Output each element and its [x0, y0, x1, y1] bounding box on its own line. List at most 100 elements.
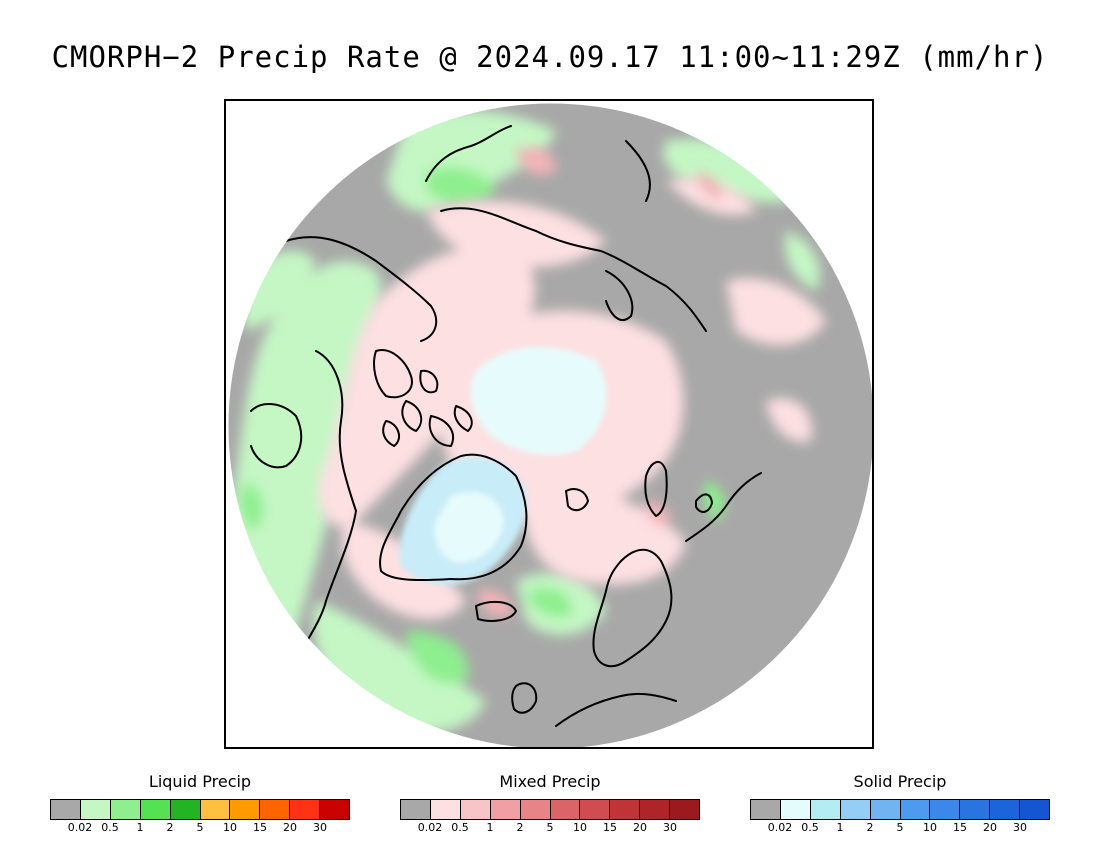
legend-swatch: [930, 800, 961, 819]
british-isles-coast: [511, 682, 538, 714]
legend-liquid-precip: Liquid Precip 0.02 0.5 1 2 5 10 15 20 30: [50, 772, 350, 835]
legend-colorbar: [750, 799, 1050, 820]
liquid-precip-area: [703, 481, 725, 521]
legend-tick-label: 2: [516, 821, 524, 834]
chukotka-coast: [425, 125, 512, 182]
legend-tick-label: 0.02: [417, 821, 443, 834]
kamchatka-coast: [625, 140, 651, 202]
liquid-precip-area: [526, 587, 572, 618]
taymyr-coast: [605, 270, 634, 321]
legend-colorbar: [400, 799, 700, 820]
legend-colorbar: [50, 799, 350, 820]
legend-swatch: [640, 800, 671, 819]
mixed-precip-area: [317, 246, 536, 527]
legend-tick-label: 20: [633, 821, 647, 834]
legend-tick-label: 15: [603, 821, 617, 834]
legend-tick-label: 0.5: [801, 821, 819, 834]
legend-swatch: [80, 800, 111, 819]
legend-swatch: [51, 800, 81, 819]
legend-tick-label: 5: [196, 821, 204, 834]
liquid-precip-area: [406, 631, 468, 684]
mixed-precip-area: [342, 521, 466, 620]
legend-swatch: [550, 800, 581, 819]
novaya-zemlya-coast: [644, 461, 668, 517]
liquid-precip-area: [228, 261, 382, 642]
scandinavia-coast: [592, 548, 673, 668]
legend-swatch: [520, 800, 551, 819]
legend-ticks: 0.02 0.5 1 2 5 10 15 20 30: [750, 821, 1050, 835]
chart-title: CMORPH−2 Precip Rate @ 2024.09.17 11:00~…: [51, 40, 1049, 74]
coastlines: [250, 125, 762, 727]
polar-map-frame: [224, 99, 874, 749]
legend-swatch: [580, 800, 611, 819]
solid-precip-area: [470, 347, 607, 455]
legend-mixed-precip: Mixed Precip 0.02 0.5 1 2 5 10 15 20 30: [400, 772, 700, 835]
legend-tick-label: 10: [223, 821, 237, 834]
legend-tick-label: 0.5: [451, 821, 469, 834]
legend-tick-label: 0.02: [767, 821, 793, 834]
canadian-archipelago-coast: [373, 349, 473, 447]
legend-swatch: [670, 800, 700, 819]
legend-swatch: [780, 800, 811, 819]
legend-swatch: [140, 800, 171, 819]
solid-precip-area: [434, 492, 504, 563]
legend-tick-label: 20: [283, 821, 297, 834]
legend-swatch: [610, 800, 641, 819]
legend-swatch: [320, 800, 350, 819]
legend-tick-label: 10: [573, 821, 587, 834]
legend-swatch: [200, 800, 231, 819]
mixed-precip-area: [766, 398, 812, 442]
legend-tick-label: 30: [663, 821, 677, 834]
legend-tick-label: 15: [953, 821, 967, 834]
legend-ticks: 0.02 0.5 1 2 5 10 15 20 30: [50, 821, 350, 835]
legend-tick-label: 20: [983, 821, 997, 834]
legend-ticks: 0.02 0.5 1 2 5 10 15 20 30: [400, 821, 700, 835]
legend-title: Liquid Precip: [148, 772, 252, 791]
legend-swatch: [960, 800, 991, 819]
legend-swatch: [1020, 800, 1050, 819]
legend-tick-label: 1: [486, 821, 494, 834]
legend-tick-label: 10: [923, 821, 937, 834]
mixed-precip-area: [476, 590, 512, 617]
legend-tick-label: 5: [896, 821, 904, 834]
mixed-precip-area: [516, 147, 556, 175]
mixed-precip-area: [726, 278, 826, 345]
siberia-coast: [440, 207, 707, 332]
legend-solid-precip: Solid Precip 0.02 0.5 1 2 5 10 15 20 30: [750, 772, 1050, 835]
mixed-precip-area: [666, 178, 756, 215]
map-disc-edge: [227, 102, 872, 747]
yamal-coast: [695, 493, 713, 513]
legend-swatch: [990, 800, 1021, 819]
mixed-precip-area: [696, 171, 723, 201]
legend-tick-label: 0.02: [67, 821, 93, 834]
legend-swatch: [460, 800, 491, 819]
polar-map: [226, 101, 872, 747]
legend-swatch: [170, 800, 201, 819]
legend-tick-label: 0.5: [101, 821, 119, 834]
alaska-coast: [285, 236, 438, 342]
legend-tick-label: 1: [136, 821, 144, 834]
legend-swatch: [260, 800, 291, 819]
legend-swatch: [751, 800, 781, 819]
mixed-precip-area: [426, 201, 606, 267]
iceland-coast: [475, 600, 517, 622]
legend-swatch: [900, 800, 931, 819]
legend-title: Mixed Precip: [499, 772, 601, 791]
legend-swatch: [870, 800, 901, 819]
legend-swatch: [490, 800, 521, 819]
russia-arctic-coast: [685, 472, 762, 542]
legend-tick-label: 30: [1013, 821, 1027, 834]
europe-coast: [555, 692, 677, 727]
legend-swatch: [840, 800, 871, 819]
legend-swatch: [810, 800, 841, 819]
greenland-coast: [379, 453, 528, 582]
legend-tick-label: 2: [166, 821, 174, 834]
liquid-precip-area: [426, 167, 496, 205]
legend-swatch: [290, 800, 321, 819]
canada-mainland-coast: [295, 350, 357, 662]
legend-tick-label: 1: [836, 821, 844, 834]
legend-swatch: [230, 800, 261, 819]
liquid-precip-area: [239, 481, 264, 531]
legend-title: Solid Precip: [853, 772, 947, 791]
legend-swatch: [401, 800, 431, 819]
